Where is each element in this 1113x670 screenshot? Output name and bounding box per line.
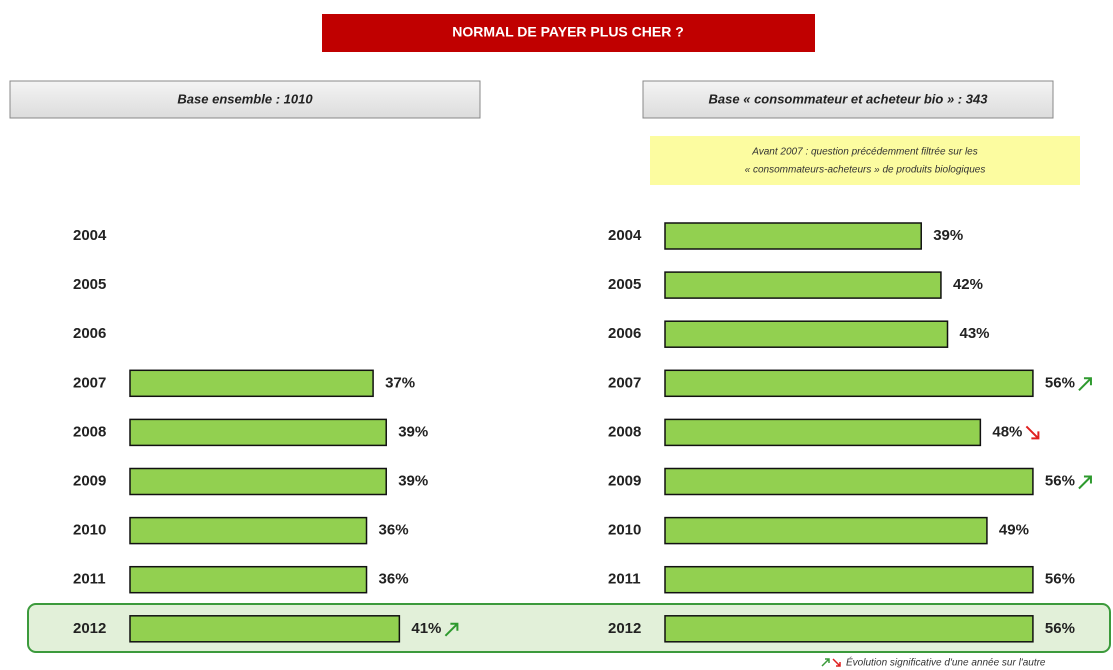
value-label: 56%: [1045, 374, 1075, 391]
category-label: 2008: [73, 423, 106, 440]
bar: [129, 418, 387, 447]
bar: [664, 615, 1034, 643]
bar: [664, 369, 1034, 398]
category-label: 2008: [608, 423, 641, 440]
category-label: 2007: [73, 374, 106, 391]
subtitle: Base ensemble : 1010: [177, 91, 313, 106]
value-label: 49%: [999, 522, 1029, 539]
category-label: 2012: [73, 620, 106, 637]
legend-arrow-down: [832, 658, 841, 667]
note: Avant 2007 : question précédemment filtr…: [751, 147, 978, 158]
trend-arrow: [1025, 425, 1040, 440]
bar: [664, 565, 1034, 594]
subtitle-box: [9, 80, 481, 119]
value-label: 56%: [1045, 571, 1075, 588]
bar: [129, 565, 368, 594]
bar: [129, 369, 374, 398]
category-label: 2012: [608, 620, 641, 637]
bar: [129, 516, 368, 545]
subtitle-box: [642, 80, 1054, 119]
bar: [664, 271, 942, 299]
note: « consommateurs-acheteurs » de produits …: [745, 165, 986, 176]
bar: [664, 418, 982, 447]
value-label: 42%: [953, 276, 983, 293]
subtitle: Base « consommateur et acheteur bio » : …: [709, 91, 989, 106]
value-label: 43%: [960, 325, 990, 342]
category-label: 2011: [608, 571, 641, 588]
category-label: 2006: [608, 325, 641, 342]
category-label: 2009: [73, 472, 106, 489]
category-label: 2007: [608, 374, 641, 391]
value-label: 56%: [1045, 620, 1075, 637]
bar: [664, 320, 949, 348]
footnote: Évolution significative d'une année sur …: [846, 656, 1046, 669]
category-label: 2006: [73, 325, 106, 342]
category-label: 2010: [608, 522, 641, 539]
category-label: 2010: [73, 522, 106, 539]
bar: [664, 516, 988, 545]
bar: [664, 222, 922, 250]
trend-arrow: [1078, 377, 1092, 392]
category-label: 2009: [608, 472, 641, 489]
value-label: 41%: [411, 620, 441, 637]
bar: [129, 467, 387, 496]
value-label: 39%: [398, 423, 428, 440]
value-label: 39%: [933, 227, 963, 244]
value-label: 37%: [385, 374, 415, 391]
value-label: 36%: [379, 571, 409, 588]
title: NORMAL DE PAYER PLUS CHER ?: [452, 24, 684, 40]
bar: [129, 615, 401, 643]
legend-arrow-up: [821, 658, 830, 667]
category-label: 2004: [73, 227, 107, 244]
bar: [664, 467, 1034, 496]
trend-arrow: [1078, 475, 1092, 490]
category-label: 2005: [73, 276, 106, 293]
value-label: 39%: [398, 472, 428, 489]
category-label: 2004: [608, 227, 642, 244]
category-label: 2005: [608, 276, 641, 293]
value-label: 56%: [1045, 472, 1075, 489]
value-label: 36%: [379, 522, 409, 539]
title-box: [322, 14, 815, 52]
value-label: 48%: [992, 423, 1022, 440]
category-label: 2011: [73, 571, 106, 588]
note-box: [650, 136, 1080, 185]
trend-arrow: [444, 622, 459, 637]
